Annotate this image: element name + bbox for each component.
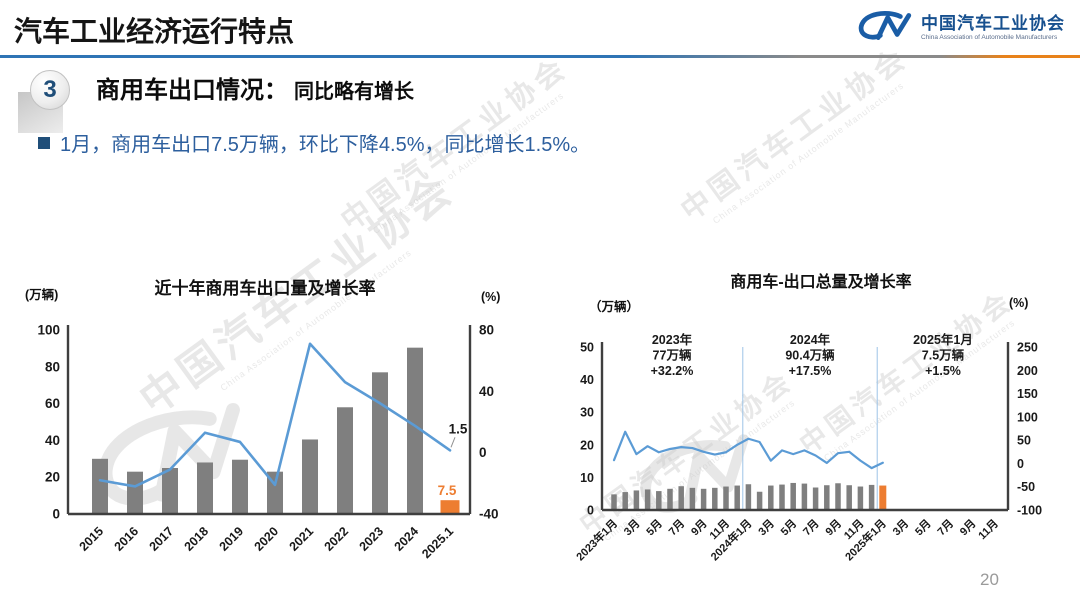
- right-axis-unit-label: (%): [1009, 296, 1029, 310]
- svg-text:40: 40: [580, 373, 594, 387]
- section-number-badge: 3: [30, 70, 70, 110]
- svg-text:3月: 3月: [890, 517, 911, 538]
- svg-text:3月: 3月: [621, 517, 642, 538]
- bullet-item: 1月，商用车出口7.5万辆，环比下降4.5%，同比增长1.5%。: [38, 128, 590, 157]
- section-number: 3: [43, 76, 57, 103]
- cam-logo: 中国汽车工业协会 China Association of Automobile…: [855, 8, 1065, 49]
- chart-export-decade-svg: 100 80 60 40 20 0 80 40 0 -40 2015 2016 2017 2018 2019…: [37, 323, 499, 562]
- section-heading: 商用车出口情况： 同比略有增长: [96, 70, 414, 105]
- svg-text:7月: 7月: [935, 517, 956, 538]
- svg-text:2020: 2020: [252, 524, 282, 554]
- svg-text:5月: 5月: [644, 517, 665, 538]
- svg-text:5月: 5月: [778, 517, 799, 538]
- svg-text:2021: 2021: [287, 524, 317, 554]
- svg-text:100: 100: [1017, 410, 1038, 424]
- svg-text:0: 0: [52, 507, 60, 522]
- svg-text:2025.1: 2025.1: [419, 524, 456, 561]
- svg-text:+32.2%: +32.2%: [651, 364, 694, 378]
- svg-text:2022: 2022: [322, 524, 352, 554]
- chart-export-monthly-svg: 50403020100250200150100500-50-1002023年1月…: [573, 332, 1042, 563]
- svg-text:2016: 2016: [112, 524, 142, 554]
- svg-text:9月: 9月: [688, 517, 709, 538]
- svg-text:+17.5%: +17.5%: [789, 364, 832, 378]
- svg-text:60: 60: [45, 396, 60, 411]
- svg-text:250: 250: [1017, 341, 1038, 355]
- cam-logo-icon: [855, 8, 913, 49]
- svg-text:2024: 2024: [392, 524, 422, 554]
- svg-text:77万辆: 77万辆: [653, 348, 692, 363]
- svg-text:7.5: 7.5: [438, 483, 457, 498]
- svg-text:2018: 2018: [182, 524, 212, 554]
- svg-text:5月: 5月: [912, 517, 933, 538]
- svg-text:0: 0: [587, 504, 594, 518]
- svg-text:0: 0: [1017, 457, 1024, 471]
- svg-text:1.5: 1.5: [449, 421, 468, 436]
- svg-text:2017: 2017: [147, 524, 177, 554]
- svg-text:2025年1月: 2025年1月: [913, 332, 973, 347]
- page-title: 汽车工业经济运行特点: [14, 16, 295, 47]
- logo-org-name: 中国汽车工业协会: [921, 14, 1065, 34]
- svg-text:40: 40: [479, 384, 494, 399]
- chart-export-monthly: 商用车-出口总量及增长率 （万辆） (%) 50 40 30 20 10 0 250 200 1…: [565, 262, 1077, 607]
- left-axis-unit-label: （万辆）: [589, 300, 640, 314]
- bullet-square-icon: [38, 136, 50, 149]
- svg-text:2023年: 2023年: [652, 332, 693, 347]
- svg-text:2023: 2023: [357, 524, 387, 554]
- svg-text:2019: 2019: [217, 524, 247, 554]
- section-heading-sub: 同比略有增长: [294, 81, 414, 103]
- page-number: 20: [980, 570, 999, 589]
- svg-text:9月: 9月: [957, 517, 978, 538]
- svg-text:50: 50: [580, 341, 594, 355]
- chart-title: 近十年商用车出口量及增长率: [154, 279, 376, 298]
- left-axis-unit-label: (万辆): [25, 288, 59, 302]
- svg-text:200: 200: [1017, 364, 1038, 378]
- svg-text:20: 20: [45, 470, 60, 485]
- svg-text:-50: -50: [1017, 480, 1035, 494]
- svg-text:3月: 3月: [756, 517, 777, 538]
- chart-export-decade: 近十年商用车出口量及增长率 (万辆) (%) 100 80 60 40 20 0 80 40 0…: [15, 262, 515, 602]
- svg-text:2024年: 2024年: [790, 332, 831, 347]
- svg-text:10: 10: [580, 471, 594, 485]
- svg-text:+1.5%: +1.5%: [925, 364, 961, 378]
- bullet-text: 1月，商用车出口7.5万辆，环比下降4.5%，同比增长1.5%。: [60, 134, 591, 156]
- svg-text:90.4万辆: 90.4万辆: [785, 348, 835, 363]
- svg-text:11月: 11月: [976, 517, 1001, 542]
- svg-text:80: 80: [45, 359, 60, 374]
- svg-text:9月: 9月: [823, 517, 844, 538]
- svg-text:2015: 2015: [77, 524, 107, 554]
- svg-text:20: 20: [580, 438, 594, 452]
- watermark: 中国汽车工业协会 China Association of Automobile…: [675, 41, 915, 228]
- title-divider-rule: [0, 55, 1080, 58]
- svg-text:150: 150: [1017, 387, 1038, 401]
- svg-text:30: 30: [580, 406, 594, 420]
- svg-text:50: 50: [1017, 434, 1031, 448]
- right-axis-unit-label: (%): [481, 290, 501, 304]
- section-heading-main: 商用车出口情况：: [96, 77, 288, 104]
- chart-title: 商用车-出口总量及增长率: [730, 274, 912, 291]
- svg-text:2023年1月: 2023年1月: [573, 516, 620, 563]
- svg-text:80: 80: [479, 323, 494, 338]
- svg-text:0: 0: [479, 445, 487, 460]
- svg-text:40: 40: [45, 433, 60, 448]
- svg-text:7月: 7月: [800, 517, 821, 538]
- svg-text:-40: -40: [479, 507, 499, 522]
- svg-text:7月: 7月: [666, 517, 687, 538]
- logo-org-name-en: China Association of Automobile Manufact…: [921, 34, 1058, 42]
- svg-text:-100: -100: [1017, 504, 1042, 518]
- svg-text:100: 100: [37, 323, 60, 338]
- svg-text:7.5万辆: 7.5万辆: [922, 348, 965, 363]
